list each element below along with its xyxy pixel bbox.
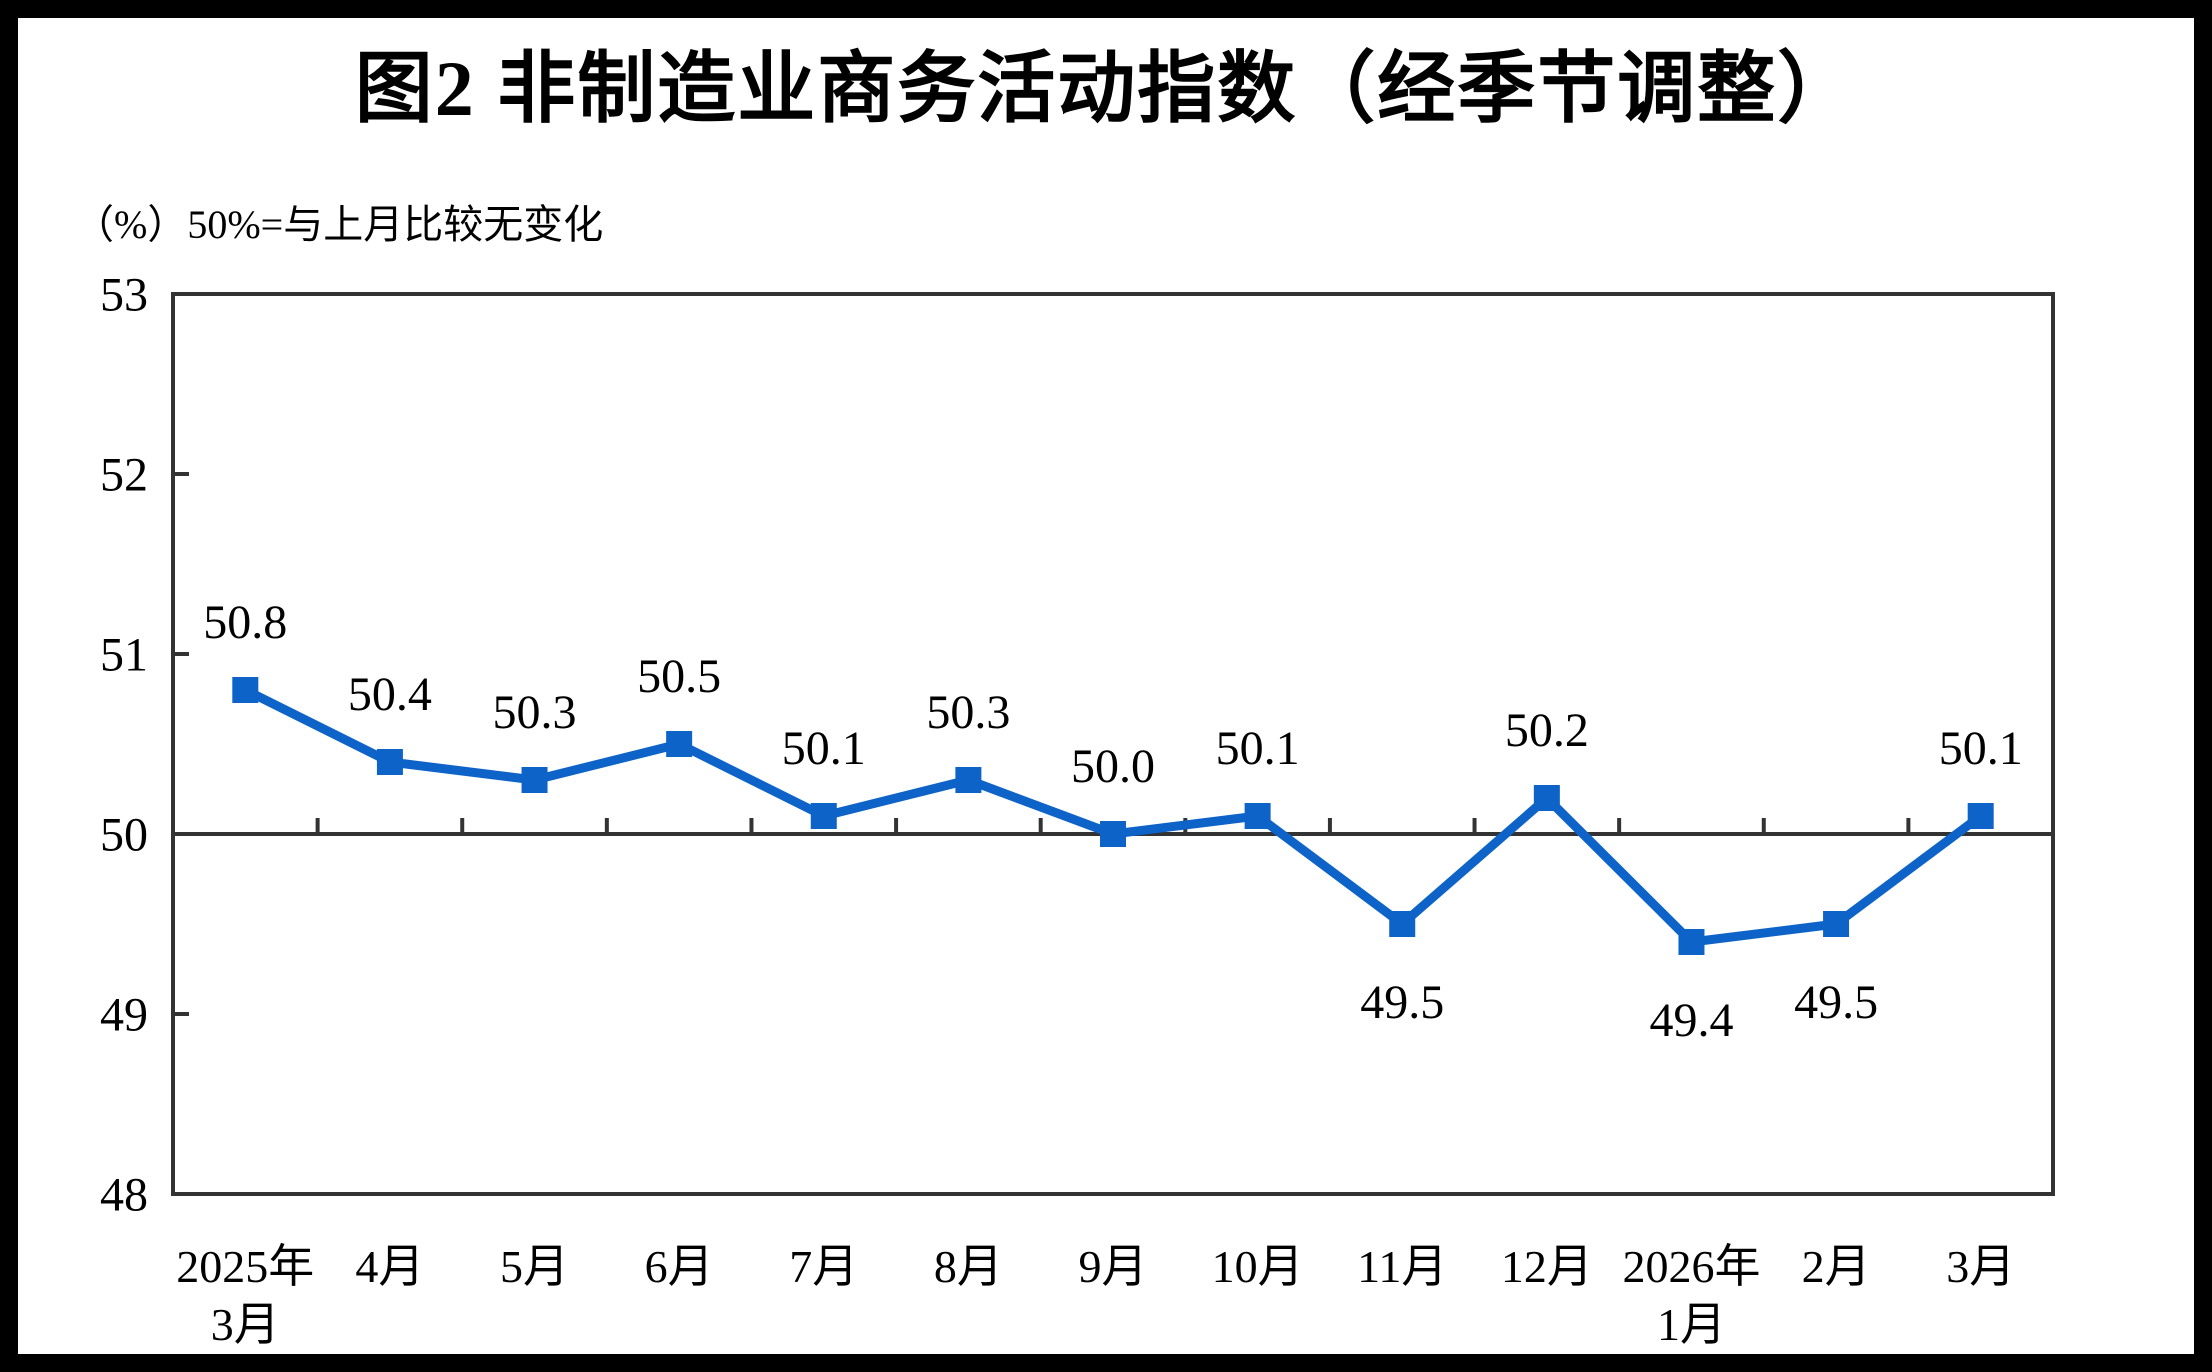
y-axis-tick-label: 49 (100, 988, 148, 1041)
x-axis-category-label: 2月 (1802, 1241, 1871, 1292)
data-point-marker (1823, 911, 1850, 937)
x-axis-category-label: 5月 (500, 1241, 569, 1292)
data-point-marker (232, 677, 259, 703)
data-point-label: 50.8 (203, 596, 287, 649)
data-point-marker (376, 749, 403, 775)
data-point-marker (1533, 785, 1560, 811)
data-point-label: 50.1 (1939, 722, 2023, 775)
data-point-marker (1967, 803, 1994, 829)
data-point-label: 49.5 (1360, 976, 1444, 1029)
data-point-label: 50.5 (637, 650, 721, 703)
data-point-marker (521, 767, 548, 793)
y-axis-tick-label: 51 (100, 628, 148, 681)
data-point-label: 50.3 (493, 686, 577, 739)
data-point-label: 50.4 (348, 668, 432, 721)
chart-title: 图2 非制造业商务活动指数（经季节调整） (354, 45, 1858, 132)
x-axis-category-label: 4月 (355, 1241, 424, 1292)
data-point-marker (1389, 911, 1416, 937)
x-axis-category-label: 1月 (1657, 1299, 1726, 1350)
y-axis-tick-label: 50 (100, 808, 148, 861)
data-point-label: 50.0 (1071, 740, 1155, 793)
x-axis-category-label: 3月 (211, 1299, 280, 1350)
data-point-label: 50.3 (926, 686, 1010, 739)
data-point-label: 50.1 (782, 722, 866, 775)
x-axis-category-label: 7月 (789, 1241, 858, 1292)
x-axis-category-label: 10月 (1212, 1241, 1304, 1292)
x-axis-category-label: 6月 (645, 1241, 714, 1292)
data-point-marker (1678, 929, 1705, 955)
x-axis-category-label: 12月 (1501, 1241, 1593, 1292)
x-axis-category-label: 3月 (1946, 1241, 2015, 1292)
data-point-marker (955, 767, 982, 793)
y-axis-tick-label: 53 (100, 268, 148, 321)
data-point-label: 49.4 (1649, 994, 1733, 1047)
chart-panel (18, 18, 2194, 1354)
data-point-marker (810, 803, 837, 829)
data-point-marker (1244, 803, 1271, 829)
axis-unit-note: （%）50%=与上月比较无变化 (74, 202, 604, 247)
x-axis-category-label: 11月 (1357, 1241, 1447, 1292)
x-axis-category-label: 9月 (1079, 1241, 1148, 1292)
data-point-label: 50.1 (1216, 722, 1300, 775)
data-point-marker (666, 731, 693, 757)
y-axis-tick-label: 48 (100, 1168, 148, 1221)
data-point-label: 50.2 (1505, 704, 1589, 757)
data-point-marker (1100, 821, 1126, 847)
y-axis-tick-label: 52 (100, 448, 148, 501)
x-axis-category-label: 2025年 (176, 1241, 314, 1292)
data-point-label: 49.5 (1794, 976, 1878, 1029)
plot-frame (171, 292, 2055, 1196)
x-axis-category-label: 2026年 (1622, 1241, 1760, 1292)
x-axis-category-label: 8月 (934, 1241, 1003, 1292)
